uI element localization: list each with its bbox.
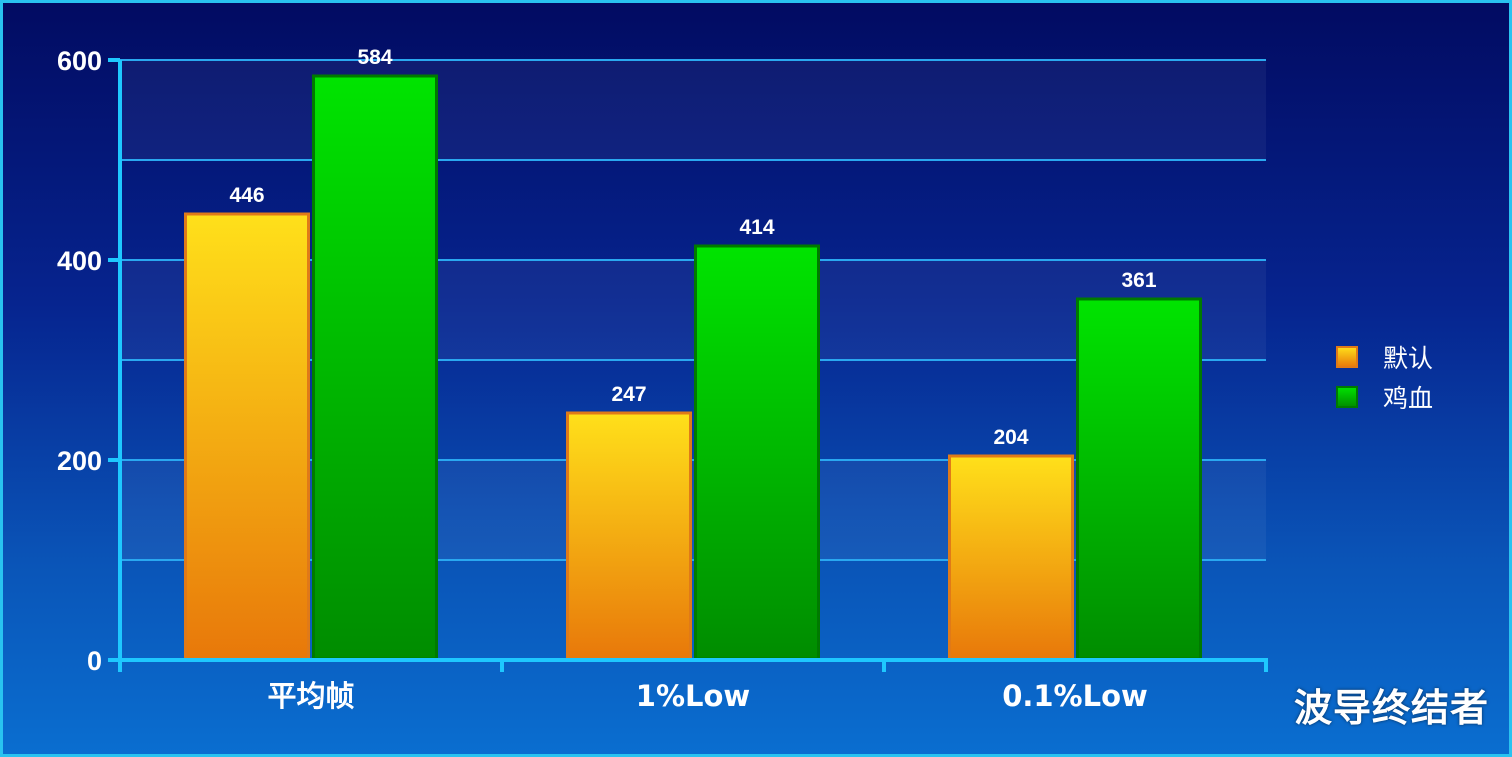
plot-bands — [120, 60, 1266, 560]
axes-group — [108, 58, 1268, 672]
tick-labels-group: 0 200 400 600 平均帧 1%Low 0.1%Low — [57, 46, 1148, 713]
watermark-text: 波导终结者 — [1293, 686, 1489, 730]
plot-band — [120, 60, 1266, 160]
legend-label: 默认 — [1383, 344, 1433, 373]
data-label: 414 — [739, 216, 774, 239]
bar-default-1 — [566, 411, 692, 661]
legend-label: 鸡血 — [1383, 384, 1433, 413]
x-tick-label: 1%Low — [636, 679, 750, 713]
grid-lines — [120, 59, 1266, 561]
x-tick-label: 0.1%Low — [1002, 679, 1148, 713]
bar-boost-2 — [1076, 297, 1202, 661]
data-label: 584 — [357, 46, 392, 69]
data-label: 247 — [611, 383, 646, 406]
bar-chart: 446 584 247 414 204 361 0 200 400 600 平均帧 1%Low 0.1… — [57, 46, 1433, 713]
bars-group: 446 584 247 414 204 361 — [184, 46, 1202, 661]
y-tick-label: 400 — [57, 246, 102, 276]
y-tick-label: 600 — [57, 46, 102, 76]
bar-default-0 — [184, 212, 310, 661]
legend-swatch-boost — [1336, 386, 1358, 408]
y-tick-label: 200 — [57, 446, 102, 476]
data-label: 361 — [1121, 269, 1156, 292]
bar-default-2 — [948, 454, 1074, 661]
plot-band — [120, 260, 1266, 360]
bar-boost-1 — [694, 244, 820, 661]
data-label: 204 — [993, 426, 1028, 449]
y-tick-label: 0 — [87, 646, 102, 676]
data-label: 446 — [229, 184, 264, 207]
x-tick-label: 平均帧 — [267, 679, 354, 713]
plot-band — [120, 460, 1266, 560]
legend-swatch-default — [1336, 346, 1358, 368]
bar-boost-0 — [312, 74, 438, 661]
